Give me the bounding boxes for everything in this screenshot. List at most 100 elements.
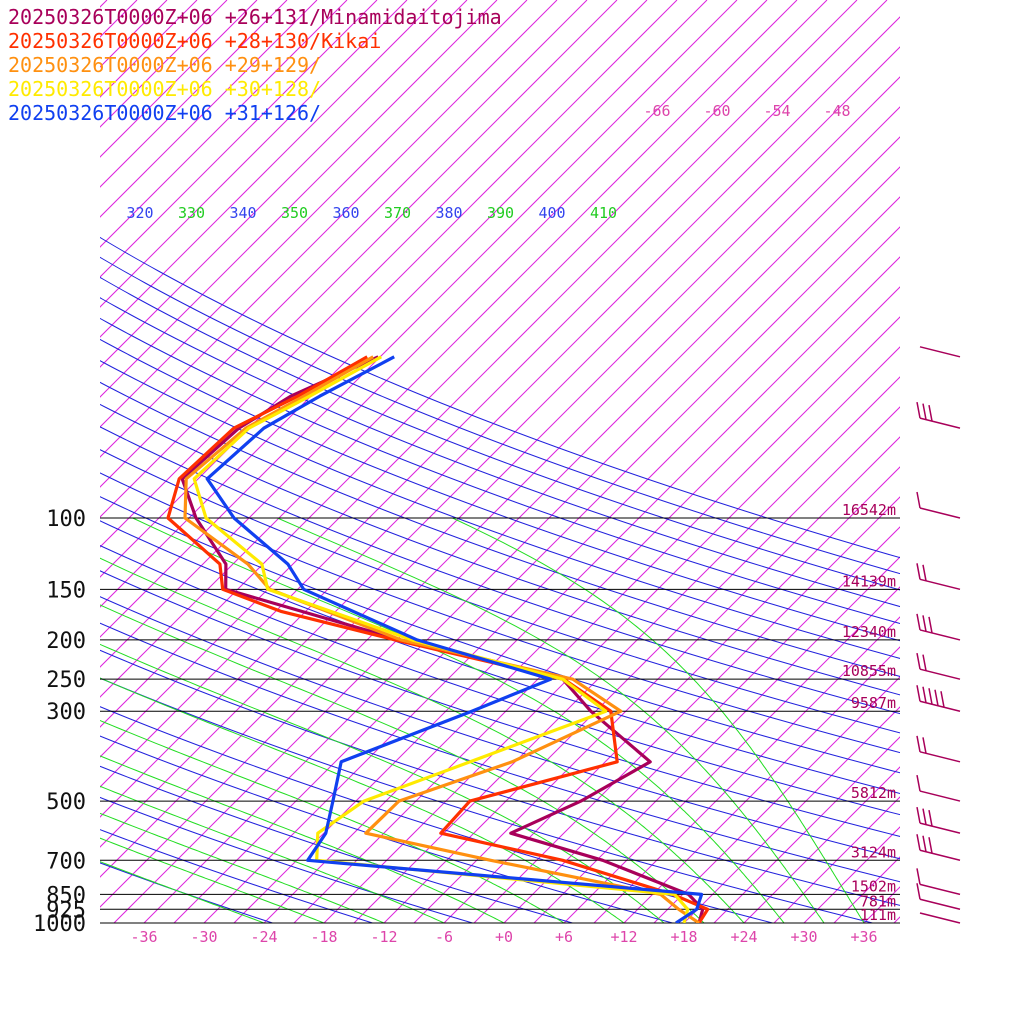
dry-adiabat-line	[100, 317, 900, 625]
isotherm-line	[100, 0, 288, 188]
pressure-tick-label: 200	[46, 629, 86, 654]
wind-barb	[919, 346, 961, 358]
wind-barb-flag	[916, 402, 921, 419]
temperature-tick-label: +24	[730, 928, 757, 946]
wind-barb	[916, 834, 961, 861]
temperature-tick-label: -6	[435, 928, 453, 946]
temperature-tick-label: +0	[495, 928, 513, 946]
dry-adiabat-line	[100, 570, 900, 837]
temperature-tick-label: +30	[790, 928, 817, 946]
legend-entry: 20250326T0000Z+06 +29+129/	[8, 53, 321, 77]
wind-barb	[916, 402, 961, 429]
wind-barbs	[916, 346, 961, 924]
isotherm-line	[383, 406, 900, 923]
pressure-tick-label: 850	[46, 883, 86, 908]
theta-label: 410	[590, 204, 617, 222]
wind-barb-flag	[922, 737, 927, 754]
wind-barb	[916, 491, 961, 519]
series-line-4	[205, 355, 704, 923]
theta-label: 320	[126, 204, 153, 222]
dry-adiabat-line	[100, 338, 900, 642]
wind-barb-flag	[940, 691, 945, 708]
isotherm-line	[443, 466, 900, 923]
theta-label: 360	[332, 204, 359, 222]
isotherm-line	[100, 0, 378, 278]
isotherm-line	[173, 196, 900, 923]
wind-barb-shaft	[919, 883, 961, 896]
series-line-2	[183, 355, 700, 923]
wind-barb-flag	[922, 564, 927, 581]
dry-adiabat-line	[100, 381, 900, 677]
wind-barb-shaft	[919, 700, 961, 712]
dry-adiabat-line	[100, 765, 573, 923]
isotherm-label: -66	[643, 102, 670, 120]
height-label: 16542m	[842, 501, 896, 519]
height-label: 9587m	[851, 694, 896, 712]
wind-barb	[919, 912, 961, 924]
dry-adiabat-line	[100, 520, 900, 794]
moist-adiabat-line	[100, 861, 265, 923]
wind-barb-shaft	[919, 668, 961, 680]
isotherm-label: -60	[703, 102, 730, 120]
wind-barb-shaft	[919, 751, 961, 763]
isotherm-line	[100, 0, 198, 98]
temperature-tick-label: -36	[130, 928, 157, 946]
dry-adiabat-line	[100, 649, 900, 906]
pressure-tick-label: 500	[46, 790, 86, 815]
legend-entry: 20250326T0000Z+06 +26+131/Minamidaitojim…	[8, 5, 502, 29]
isotherm-line	[233, 256, 900, 923]
theta-label: 350	[281, 204, 308, 222]
wind-barb-flag	[922, 403, 927, 420]
isotherm-line	[954, 0, 1024, 923]
isotherm-line	[100, 0, 318, 218]
isotherm-line	[100, 0, 708, 608]
temperature-tick-label: +12	[610, 928, 637, 946]
wind-barb-flag	[916, 491, 921, 509]
temperature-tick-label: +18	[670, 928, 697, 946]
isotherm-line	[100, 0, 858, 758]
wind-barb-shaft	[919, 912, 961, 924]
dry-adiabat-line	[100, 276, 900, 591]
isotherm-line	[100, 0, 408, 308]
isotherm-line	[113, 136, 900, 923]
isotherm-line	[924, 0, 1024, 923]
dry-adiabat-line	[100, 545, 900, 816]
isotherm-line	[263, 286, 900, 923]
isotherm-line	[683, 706, 900, 923]
dry-adiabat-line	[100, 256, 900, 575]
dry-adiabat-line	[100, 496, 900, 774]
isotherm-line	[713, 736, 900, 923]
isotherm-line	[803, 826, 900, 923]
wind-barb-flag	[928, 688, 933, 705]
dry-adiabat-line	[100, 796, 473, 923]
isotherm-line	[100, 76, 900, 878]
moist-adiabat-line	[100, 812, 385, 923]
isotherm-line	[100, 0, 648, 548]
dry-adiabat-line	[100, 297, 900, 608]
wind-barb	[916, 685, 961, 712]
height-label: 111m	[860, 906, 896, 924]
wind-barb-flag	[934, 689, 939, 706]
temperature-tick-label: -24	[250, 928, 277, 946]
isotherm-line	[100, 0, 798, 698]
height-label: 12340m	[842, 623, 896, 641]
moist-adiabat-line	[100, 785, 445, 923]
theta-label: 330	[178, 204, 205, 222]
legend: 20250326T0000Z+06 +26+131/Minamidaitojim…	[8, 5, 502, 125]
isotherm-line	[100, 0, 438, 338]
dry-adiabat-line	[100, 735, 673, 923]
wind-barb-flag	[922, 615, 927, 632]
theta-label: 380	[435, 204, 462, 222]
height-label: 14139m	[842, 572, 896, 590]
pressure-tick-label: 150	[46, 578, 86, 603]
wind-barb-flag	[916, 613, 921, 631]
temperature-tick-label: -12	[370, 928, 397, 946]
isotherm-line	[473, 496, 900, 923]
wind-barb-shaft	[919, 346, 961, 358]
isotherm-grid	[100, 0, 1024, 923]
legend-entry: 20250326T0000Z+06 +28+130/Kikai	[8, 29, 381, 53]
moist-adiabat-line	[100, 837, 325, 923]
wind-barb-flag	[922, 835, 927, 852]
wind-barb	[916, 563, 961, 591]
